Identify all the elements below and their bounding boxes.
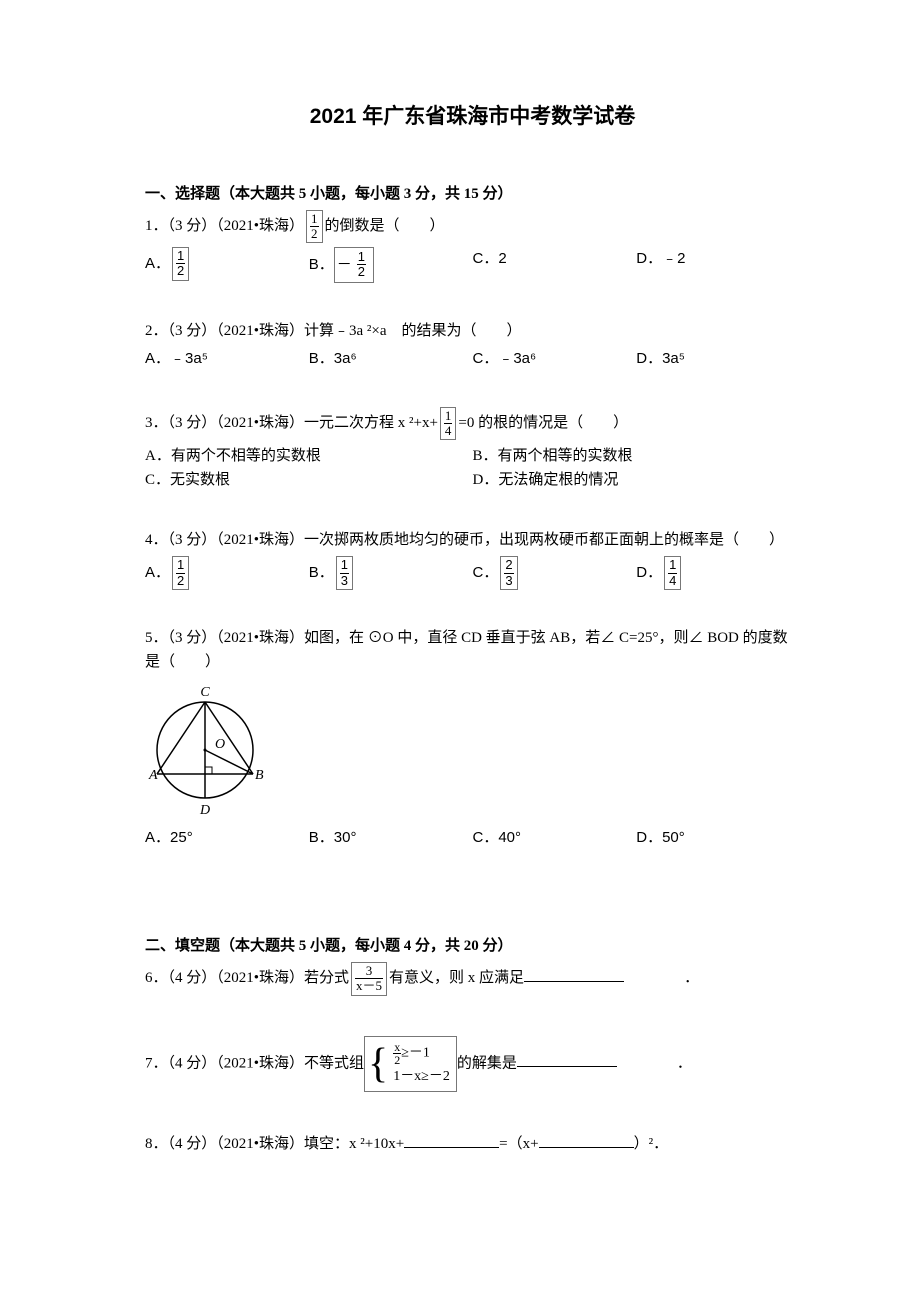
q5-option-d: D．50° xyxy=(636,826,800,850)
q6-prefix: 6．（4 分）（2021•珠海）若分式 xyxy=(145,970,349,986)
q5-option-a: A．25° xyxy=(145,826,309,850)
q7-suffix: ． xyxy=(677,1055,692,1071)
question-7: 7．（4 分）（2021•珠海）不等式组 { x2≥－1 1－x≥－2 的解集是… xyxy=(145,1036,800,1092)
q2-options: A．﹣3a⁵ B．3a⁶ C．﹣3a⁶ D．3a⁵ xyxy=(145,347,800,371)
q2-option-a: A．﹣3a⁵ xyxy=(145,347,309,371)
q2-option-c: C．﹣3a⁶ xyxy=(473,347,637,371)
q4-option-b: B．13 xyxy=(309,556,473,590)
q3-fraction: 14 xyxy=(440,407,457,441)
q6-fraction: 3x－5 xyxy=(351,962,387,996)
section-2-header: 二、填空题（本大题共 5 小题，每小题 4 分，共 20 分） xyxy=(145,934,800,958)
q3-option-a: A．有两个不相等的实数根 xyxy=(145,444,473,468)
q4-options: A．12 B．13 C．23 D．14 xyxy=(145,556,800,590)
question-8: 8．（4 分）（2021•珠海）填空：x ²+10x+ =（x+ ）²． xyxy=(145,1132,800,1156)
question-2: 2．（3 分）（2021•珠海）计算﹣3a ²×a 的结果为（ ） xyxy=(145,319,800,343)
q1-option-d: D．﹣2 xyxy=(636,247,800,283)
q4-option-c: C．23 xyxy=(473,556,637,590)
q8-blank-2 xyxy=(539,1133,634,1148)
q2-option-d: D．3a⁵ xyxy=(636,347,800,371)
svg-text:C: C xyxy=(200,685,210,700)
q6-text-after: 有意义，则 x 应满足 xyxy=(389,970,524,986)
q1-prefix: 1．（3 分）（2021•珠海） xyxy=(145,218,304,234)
q5-diagram: C O A B D xyxy=(145,680,265,820)
question-4: 4．（3 分）（2021•珠海）一次掷两枚质地均匀的硬币，出现两枚硬币都正面朝上… xyxy=(145,528,800,552)
q7-text-after: 的解集是 xyxy=(457,1055,517,1071)
question-3: 3．（3 分）（2021•珠海）一元二次方程 x ²+x+14=0 的根的情况是… xyxy=(145,407,800,441)
brace-icon: { xyxy=(368,1043,388,1085)
svg-text:A: A xyxy=(148,768,158,783)
svg-text:B: B xyxy=(255,768,264,783)
q7-prefix: 7．（4 分）（2021•珠海）不等式组 xyxy=(145,1055,364,1071)
q6-blank xyxy=(524,967,624,982)
q8-mid: =（x+ xyxy=(499,1136,538,1152)
q4-option-a: A．12 xyxy=(145,556,309,590)
q8-blank-1 xyxy=(404,1133,499,1148)
q6-suffix: ． xyxy=(684,970,699,986)
q3-option-b: B．有两个相等的实数根 xyxy=(473,444,801,468)
question-6: 6．（4 分）（2021•珠海）若分式3x－5有意义，则 x 应满足 ． xyxy=(145,962,800,996)
q2-option-b: B．3a⁶ xyxy=(309,347,473,371)
q7-blank xyxy=(517,1052,617,1067)
q1-option-a: A．12 xyxy=(145,247,309,283)
q1-options: A．12 B．－12 C．2 D．﹣2 xyxy=(145,247,800,283)
question-5: 5．（3 分）（2021•珠海）如图，在 ⊙O 中，直径 CD 垂直于弦 AB，… xyxy=(145,626,800,674)
svg-text:D: D xyxy=(199,803,210,818)
q8-prefix: 8．（4 分）（2021•珠海）填空：x ²+10x+ xyxy=(145,1136,404,1152)
q3-options: A．有两个不相等的实数根 B．有两个相等的实数根 C．无实数根 D．无法确定根的… xyxy=(145,444,800,492)
q3-prefix: 3．（3 分）（2021•珠海）一元二次方程 x ²+x+ xyxy=(145,415,438,431)
q3-text-after: =0 的根的情况是（ ） xyxy=(458,415,628,431)
q7-inequality-group: { x2≥－1 1－x≥－2 xyxy=(364,1036,457,1092)
q8-suffix: ）²． xyxy=(634,1136,669,1152)
q1-fraction: 12 xyxy=(306,210,323,244)
q1-text-after: 的倒数是（ ） xyxy=(325,218,445,234)
q1-option-b: B．－12 xyxy=(309,247,473,283)
question-1: 1．（3 分）（2021•珠海）12的倒数是（ ） xyxy=(145,210,800,244)
q1-option-c: C．2 xyxy=(473,247,637,283)
section-1-header: 一、选择题（本大题共 5 小题，每小题 3 分，共 15 分） xyxy=(145,182,800,206)
q3-option-d: D．无法确定根的情况 xyxy=(473,468,801,492)
svg-text:O: O xyxy=(215,737,225,752)
q3-option-c: C．无实数根 xyxy=(145,468,473,492)
q5-options: A．25° B．30° C．40° D．50° xyxy=(145,826,800,850)
page-title: 2021 年广东省珠海市中考数学试卷 xyxy=(145,100,800,134)
q5-option-b: B．30° xyxy=(309,826,473,850)
q5-option-c: C．40° xyxy=(473,826,637,850)
q4-option-d: D．14 xyxy=(636,556,800,590)
